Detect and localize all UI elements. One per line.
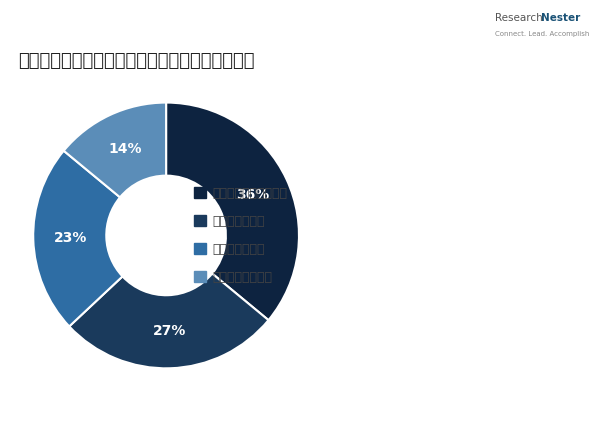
Text: Research: Research [495,13,546,23]
Text: 27%: 27% [152,324,186,338]
Text: 36%: 36% [236,188,269,202]
Text: 23%: 23% [54,232,87,245]
Text: 成長要因の貢献ーアルコールエトキシレート市場: 成長要因の貢献ーアルコールエトキシレート市場 [18,52,255,70]
Legend: 石油とガス部門の成長, 衛生意識の向上, 繊維産業の急増, 環境意識の高まり: 石油とガス部門の成長, 衛生意識の向上, 繊維産業の急増, 環境意識の高まり [189,182,293,289]
Text: Nester: Nester [541,13,580,23]
Wedge shape [69,273,269,368]
Text: 14%: 14% [109,142,142,156]
Wedge shape [33,151,123,327]
Wedge shape [63,102,166,198]
Wedge shape [166,102,299,320]
Text: Connect. Lead. Accomplish: Connect. Lead. Accomplish [495,31,590,37]
